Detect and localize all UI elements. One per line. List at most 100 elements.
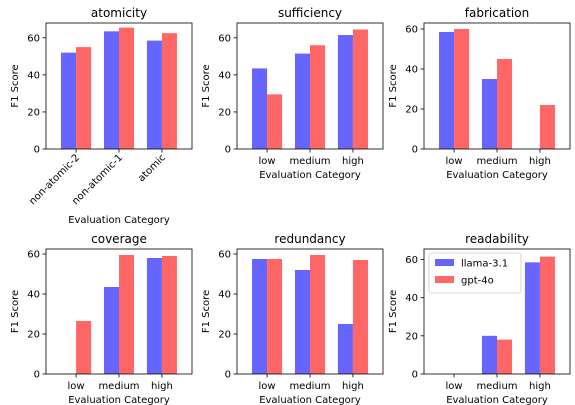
bar — [161, 256, 177, 374]
bar — [76, 321, 92, 374]
subplot-redundancy: redundancy 0 20 40 60 low medium high Evaluation… — [201, 232, 384, 405]
y-tick-label: 60 — [218, 250, 231, 261]
subplot-fabrication: fabrication 0 20 40 60 low medium high Evaluatio… — [388, 6, 571, 181]
y-axis-label: F1 Score — [201, 290, 212, 333]
x-tick-label: medium — [476, 381, 517, 392]
bar — [497, 59, 513, 149]
subplot-title: redundancy — [274, 232, 345, 246]
y-axis-label: F1 Score — [10, 64, 21, 107]
bar — [481, 335, 497, 374]
bar — [267, 259, 283, 374]
y-axis-label: F1 Score — [201, 64, 212, 107]
bar — [103, 31, 119, 150]
x-tick-label: medium — [289, 156, 330, 167]
subplot-title: fabrication — [465, 6, 529, 20]
bar — [103, 287, 119, 374]
x-axis-label: Evaluation Category — [446, 395, 548, 405]
legend-label: gpt-4o — [461, 276, 494, 287]
y-tick-label: 0 — [34, 145, 40, 156]
bar — [539, 105, 555, 149]
bar — [454, 29, 470, 149]
bar — [497, 339, 513, 374]
y-tick-label: 60 — [405, 255, 418, 266]
bar — [310, 45, 326, 149]
bar — [337, 324, 353, 374]
subplot-coverage: coverage 0 20 40 60 low medium high Evaluation C… — [10, 232, 193, 405]
subplot-atomicity: atomicity0204060non-atomic-2non-atomic-1… — [10, 6, 193, 226]
bar — [146, 258, 162, 374]
bar — [524, 262, 540, 374]
subplot-readability: readability 0 20 40 60 low medium high Evaluatio… — [388, 232, 571, 405]
subplot-title: readability — [465, 232, 529, 246]
legend-swatch — [435, 276, 454, 283]
y-tick-label: 0 — [412, 370, 418, 381]
x-tick-label: low — [68, 381, 85, 392]
y-tick-label: 20 — [27, 330, 40, 341]
bar — [352, 29, 368, 150]
y-tick-label: 40 — [405, 293, 418, 304]
y-tick-label: 40 — [27, 70, 40, 81]
x-tick-label: high — [529, 381, 551, 392]
y-tick-label: 20 — [405, 105, 418, 116]
subplot-sufficiency: sufficiency 0 20 40 60 low medium high Evaluatio… — [201, 6, 384, 181]
legend-label: llama-3.1 — [461, 259, 508, 270]
y-tick-label: 20 — [218, 107, 231, 118]
x-axis-label: Evaluation Category — [446, 170, 548, 181]
bar — [161, 33, 177, 149]
x-tick-label: low — [446, 381, 463, 392]
y-tick-label: 20 — [218, 330, 231, 341]
x-tick-label: high — [151, 381, 173, 392]
x-axis-label: Evaluation Category — [68, 395, 170, 405]
x-tick-label: medium — [289, 381, 330, 392]
y-tick-label: 0 — [225, 370, 231, 381]
y-tick-label: 60 — [27, 33, 40, 44]
x-axis-label: Evaluation Category — [259, 395, 361, 405]
bar — [119, 255, 135, 374]
bar — [352, 260, 368, 374]
y-tick-label: 0 — [225, 145, 231, 156]
y-tick-label: 40 — [405, 65, 418, 76]
x-tick-label: medium — [98, 381, 139, 392]
x-tick-label: atomic — [136, 152, 168, 184]
y-axis-label: F1 Score — [10, 290, 21, 333]
subplot-title: coverage — [91, 232, 147, 246]
x-axis-label: Evaluation Category — [259, 170, 361, 181]
bar — [61, 52, 77, 149]
bar — [294, 53, 310, 149]
y-tick-label: 20 — [27, 107, 40, 118]
legend-swatch — [435, 259, 454, 266]
bar — [539, 256, 555, 374]
y-tick-label: 40 — [218, 290, 231, 301]
y-tick-label: 20 — [405, 331, 418, 342]
bar — [146, 40, 162, 149]
y-axis-label: F1 Score — [388, 64, 399, 107]
bar — [119, 27, 135, 150]
y-tick-label: 0 — [34, 370, 40, 381]
x-tick-label: medium — [476, 156, 517, 167]
bar — [76, 47, 92, 150]
y-tick-label: 60 — [218, 33, 231, 44]
y-tick-label: 0 — [412, 145, 418, 156]
bar — [252, 68, 268, 149]
x-tick-label: high — [342, 156, 364, 167]
x-tick-label: high — [529, 156, 551, 167]
bar — [294, 270, 310, 374]
subplot-title: sufficiency — [278, 6, 342, 20]
bar — [252, 259, 268, 374]
x-axis-label: Evaluation Category — [68, 215, 170, 226]
x-tick-label: low — [259, 156, 276, 167]
y-tick-label: 40 — [27, 290, 40, 301]
y-tick-label: 60 — [27, 250, 40, 261]
bar — [310, 255, 326, 374]
y-tick-label: 40 — [218, 70, 231, 81]
y-axis-label: F1 Score — [388, 290, 399, 333]
subplot-title: atomicity — [91, 6, 147, 20]
x-tick-label: low — [446, 156, 463, 167]
bar — [267, 94, 283, 149]
bar — [337, 35, 353, 149]
x-tick-label: high — [342, 381, 364, 392]
bar — [481, 79, 497, 149]
bar — [439, 32, 455, 149]
y-tick-label: 60 — [405, 25, 418, 36]
